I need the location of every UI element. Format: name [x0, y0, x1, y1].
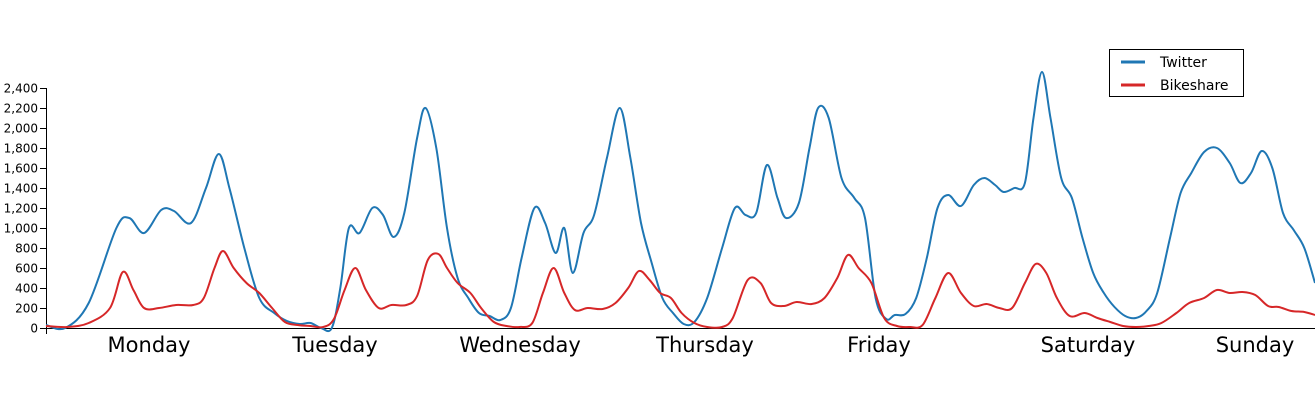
x-tick-label: Tuesday [291, 333, 377, 357]
y-tick-label: 1,400 [4, 182, 38, 196]
x-tick-label: Wednesday [459, 333, 581, 357]
y-tick: 600 [15, 262, 46, 276]
y-tick: 800 [15, 242, 46, 256]
series-line-twitter [45, 71, 1315, 333]
x-tick: Monday [108, 333, 191, 357]
y-tick-label: 800 [15, 242, 38, 256]
y-tick: 1,000 [4, 222, 46, 236]
x-tick: Saturday [1041, 333, 1136, 357]
y-axis: 0 200 400 600 800 1,000 1,200 1,400 1,600 1,800 2,… [4, 82, 47, 336]
x-tick-label: Thursday [655, 333, 754, 357]
y-tick: 1,400 [4, 182, 46, 196]
y-tick-label: 1,000 [4, 222, 38, 236]
y-tick-label: 2,200 [4, 102, 38, 116]
legend-label-bikeshare: Bikeshare [1160, 78, 1229, 94]
x-axis: Monday Tuesday Wednesday Thursday Friday Satu… [46, 328, 1315, 357]
y-tick-label: 2,000 [4, 122, 38, 136]
y-tick: 200 [15, 302, 46, 316]
x-tick: Sunday [1216, 333, 1295, 357]
y-tick-label: 2,400 [4, 82, 38, 96]
legend: Twitter Bikeshare [1109, 49, 1244, 97]
legend-box [1109, 49, 1244, 97]
series-line-bikeshare [45, 250, 1315, 329]
y-tick: 2,400 [4, 82, 46, 96]
x-tick-label: Friday [847, 333, 911, 357]
x-tick: Tuesday [291, 333, 377, 357]
y-tick: 2,000 [4, 122, 46, 136]
y-tick: 0 [30, 322, 46, 336]
y-tick-label: 0 [30, 322, 38, 336]
x-tick-label: Sunday [1216, 333, 1295, 357]
y-tick-label: 400 [15, 282, 38, 296]
y-tick-label: 1,600 [4, 162, 38, 176]
x-tick: Wednesday [459, 333, 581, 357]
x-tick: Thursday [655, 333, 754, 357]
x-tick-label: Monday [108, 333, 191, 357]
y-tick-label: 600 [15, 262, 38, 276]
y-tick: 1,600 [4, 162, 46, 176]
y-tick: 2,200 [4, 102, 46, 116]
y-tick: 1,200 [4, 202, 46, 216]
y-tick: 1,800 [4, 142, 46, 156]
x-tick: Friday [847, 333, 911, 357]
legend-label-twitter: Twitter [1159, 55, 1207, 71]
y-tick: 400 [15, 282, 46, 296]
y-tick-label: 200 [15, 302, 38, 316]
x-tick-label: Saturday [1041, 333, 1136, 357]
series-lines [45, 71, 1315, 333]
y-tick-label: 1,200 [4, 202, 38, 216]
y-tick-label: 1,800 [4, 142, 38, 156]
